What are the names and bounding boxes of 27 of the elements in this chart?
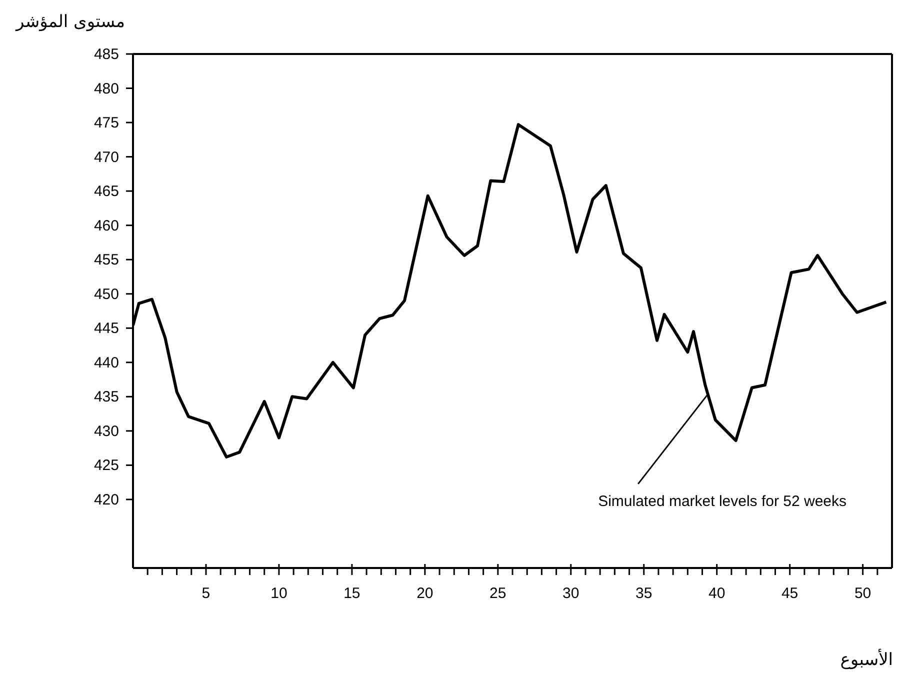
x-tick-label: 50 <box>854 585 872 602</box>
y-tick-label: 485 <box>94 46 119 63</box>
y-tick-label: 460 <box>94 217 119 234</box>
y-tick-label: 450 <box>94 286 119 303</box>
x-tick-label: 45 <box>781 585 798 602</box>
x-tick-label: 40 <box>708 585 726 602</box>
y-tick-label: 445 <box>94 320 119 338</box>
x-tick-label: 15 <box>344 585 360 602</box>
y-tick-label: 475 <box>94 114 119 132</box>
x-tick-label: 35 <box>636 585 652 602</box>
x-tick-label: 10 <box>270 585 288 602</box>
y-tick-label: 465 <box>94 183 119 200</box>
x-tick-label: 20 <box>416 585 434 602</box>
y-tick-label: 425 <box>94 457 119 474</box>
x-tick-label: 25 <box>490 585 506 602</box>
y-tick-label: 440 <box>94 354 119 372</box>
x-axis-title: الأسبوع <box>840 650 893 670</box>
x-tick-label: 30 <box>562 585 580 602</box>
annotation: Simulated market levels for 52 weeks <box>598 492 847 510</box>
y-tick-label: 430 <box>94 422 119 440</box>
y-axis-title: مستوى المؤشر <box>16 12 126 32</box>
y-tick-label: 435 <box>94 388 119 406</box>
y-tick-label: 470 <box>94 148 119 166</box>
y-tick-label: 420 <box>94 491 119 508</box>
x-tick-label: 5 <box>202 585 210 602</box>
y-tick-label: 480 <box>94 80 119 98</box>
y-tick-label: 455 <box>94 252 119 269</box>
